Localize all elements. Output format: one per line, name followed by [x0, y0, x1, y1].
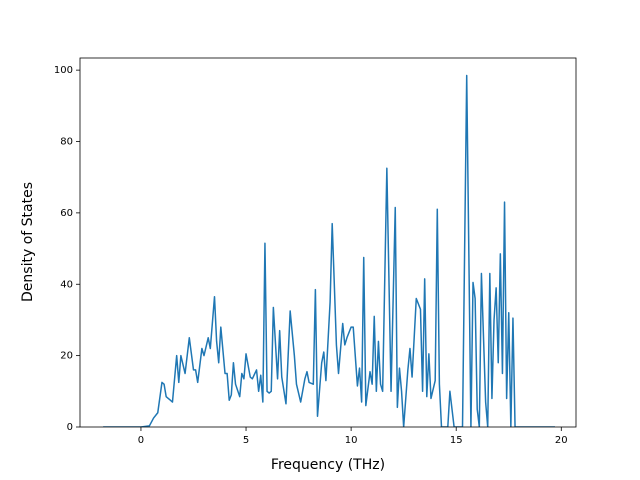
line — [103, 74, 555, 427]
y-tick-label: 0 — [67, 422, 73, 433]
y-tick-label: 40 — [60, 279, 73, 290]
y-tick-label: 80 — [60, 137, 73, 148]
y-tick-label: 20 — [60, 351, 73, 362]
y-axis-label: Density of States — [20, 182, 36, 302]
x-tick-label: 5 — [243, 435, 249, 446]
x-tick-label: 20 — [555, 435, 568, 446]
y-tick-label: 100 — [54, 65, 73, 76]
x-tick-label: 0 — [138, 435, 144, 446]
plot-frame — [79, 57, 577, 428]
y-tick-label: 60 — [60, 208, 73, 219]
x-tick-label: 15 — [450, 435, 463, 446]
x-axis-label: Frequency (THz) — [271, 457, 385, 473]
x-tick-label: 10 — [345, 435, 358, 446]
